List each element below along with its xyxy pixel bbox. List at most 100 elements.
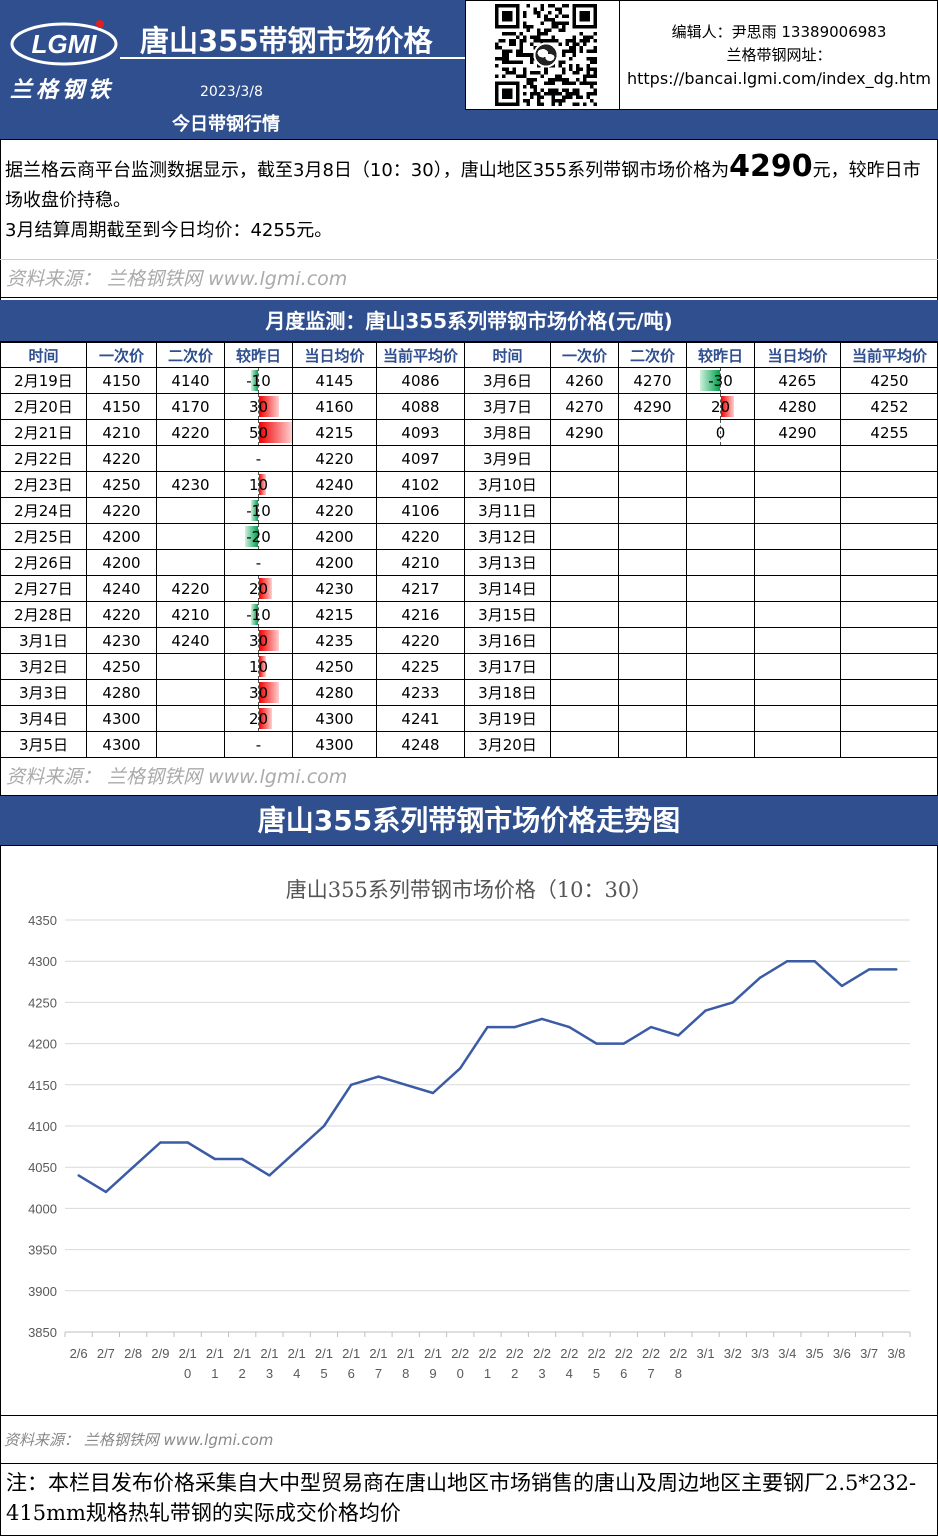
change-axis <box>258 498 259 523</box>
change-value: 30 <box>248 397 269 416</box>
change-axis <box>258 706 259 731</box>
daily-average-cell <box>754 731 841 758</box>
increase-bar <box>259 396 279 417</box>
running-average-cell: 4248 <box>376 731 465 758</box>
today-price: 4290 <box>729 149 813 184</box>
change-cell: 30 <box>224 627 293 654</box>
change-cell <box>686 445 755 472</box>
x-tick-label: 2/1 2 <box>233 1346 251 1381</box>
running-average-cell <box>840 679 938 706</box>
first-price-cell: 4300 <box>86 705 157 732</box>
table-row: 3月4日 4300 20 4300 4241 3月19日 <box>0 705 938 732</box>
second-price-cell <box>618 497 687 524</box>
data-point <box>622 1042 625 1045</box>
x-tick-label: 2/2 2 <box>506 1346 524 1381</box>
change-value: 30 <box>248 683 269 702</box>
daily-average-cell: 4220 <box>292 497 377 524</box>
daily-average-cell: 4280 <box>754 393 841 420</box>
change-axis <box>258 576 259 601</box>
x-tick-label: 3/7 <box>860 1346 878 1361</box>
change-value: 30 <box>248 631 269 650</box>
first-price-cell <box>550 549 619 576</box>
change-cell: 30 <box>224 679 293 706</box>
data-point <box>649 1025 653 1029</box>
table-row: 2月27日 4240 4220 20 4230 4217 3月14日 <box>0 575 938 602</box>
site-url-link[interactable]: https://bancai.lgmi.com/index_dg.htm <box>626 69 932 88</box>
daily-average-cell <box>754 523 841 550</box>
x-tick-label: 2/2 1 <box>478 1346 496 1381</box>
running-average-cell: 4217 <box>376 575 465 602</box>
second-price-cell <box>618 627 687 654</box>
data-point <box>786 960 789 963</box>
column-header: 时间 <box>0 342 87 368</box>
decrease-bar <box>251 370 258 391</box>
change-cell: 10 <box>224 471 293 498</box>
date-cell: 3月16日 <box>464 627 551 654</box>
header-banner: LGMI 兰格钢铁 唐山355带钢市场价格 2023/3/8 <box>0 0 465 110</box>
change-value: - <box>255 735 262 754</box>
first-price-cell: 4290 <box>550 419 619 446</box>
x-tick-label: 2/2 3 <box>533 1346 551 1381</box>
date-cell: 3月14日 <box>464 575 551 602</box>
data-point <box>459 1067 462 1070</box>
second-price-cell <box>156 497 225 524</box>
header: LGMI 兰格钢铁 唐山355带钢市场价格 2023/3/8 编辑人：尹思雨 1… <box>0 0 938 110</box>
x-tick-label: 2/2 6 <box>615 1346 633 1381</box>
second-price-cell <box>156 653 225 680</box>
first-price-cell: 4230 <box>86 627 157 654</box>
change-cell <box>686 549 755 576</box>
second-price-cell: 4210 <box>156 601 225 628</box>
second-price-cell: 4290 <box>618 393 687 420</box>
first-price-cell: 4150 <box>86 393 157 420</box>
change-value: -30 <box>708 371 733 390</box>
change-cell <box>686 497 755 524</box>
table-header-row: 时间 一次价 二次价 较昨日 当日均价 当前平均价 时间 一次价 二次价 较昨日 当日均价 当前平均价 <box>0 342 938 368</box>
second-price-cell <box>618 575 687 602</box>
change-axis <box>258 680 259 705</box>
first-price-cell: 4210 <box>86 419 157 446</box>
x-tick-label: 3/8 <box>887 1346 905 1361</box>
decrease-bar <box>244 526 258 547</box>
column-header: 当日均价 <box>754 342 841 368</box>
data-point <box>186 1141 189 1144</box>
change-cell: 20 <box>686 393 755 420</box>
date-cell: 3月1日 <box>0 627 87 654</box>
data-point <box>322 1124 326 1128</box>
first-price-cell <box>550 445 619 472</box>
change-cell <box>686 471 755 498</box>
first-price-cell: 4200 <box>86 523 157 550</box>
decrease-bar <box>251 500 258 521</box>
column-header: 一次价 <box>86 342 157 368</box>
date-cell: 3月19日 <box>464 705 551 732</box>
date-cell: 2月27日 <box>0 575 87 602</box>
x-tick-label: 2/1 7 <box>369 1346 387 1381</box>
daily-average-cell <box>754 627 841 654</box>
change-cell: - <box>224 731 293 758</box>
date-cell: 2月26日 <box>0 549 87 576</box>
summary-text-after: 元，较昨日市场收盘价持稳。 <box>5 160 921 211</box>
change-cell: - <box>224 445 293 472</box>
data-point <box>404 1083 407 1086</box>
summary-text: 据兰格云商平台监测数据显示，截至3月8日（10：30），唐山地区355系列带钢市… <box>5 160 730 181</box>
data-point <box>131 1166 135 1169</box>
data-point <box>704 1009 707 1012</box>
y-tick-label: 4300 <box>28 954 57 969</box>
line-chart: 3850 3900 3950 4000 4050 4100 4150 4200 4250 4300… <box>28 913 911 1381</box>
data-point <box>568 1025 571 1029</box>
today-heading: 今日带钢行情 <box>0 110 938 140</box>
qr-code-icon <box>495 4 597 106</box>
data-point <box>677 1034 680 1037</box>
daily-average-cell: 4265 <box>754 367 841 394</box>
date-cell: 3月5日 <box>0 731 87 758</box>
second-price-cell <box>618 549 687 576</box>
running-average-cell: 4102 <box>376 471 465 498</box>
x-tick-label: 3/3 <box>751 1346 769 1361</box>
daily-average-cell <box>754 575 841 602</box>
date-cell: 3月6日 <box>464 367 551 394</box>
x-tick-label: 2/2 4 <box>560 1346 578 1381</box>
data-point <box>213 1157 217 1161</box>
x-tick-label: 2/2 0 <box>451 1346 469 1381</box>
daily-average-cell <box>754 679 841 706</box>
running-average-cell <box>840 601 938 628</box>
y-tick-label: 4250 <box>28 995 57 1010</box>
